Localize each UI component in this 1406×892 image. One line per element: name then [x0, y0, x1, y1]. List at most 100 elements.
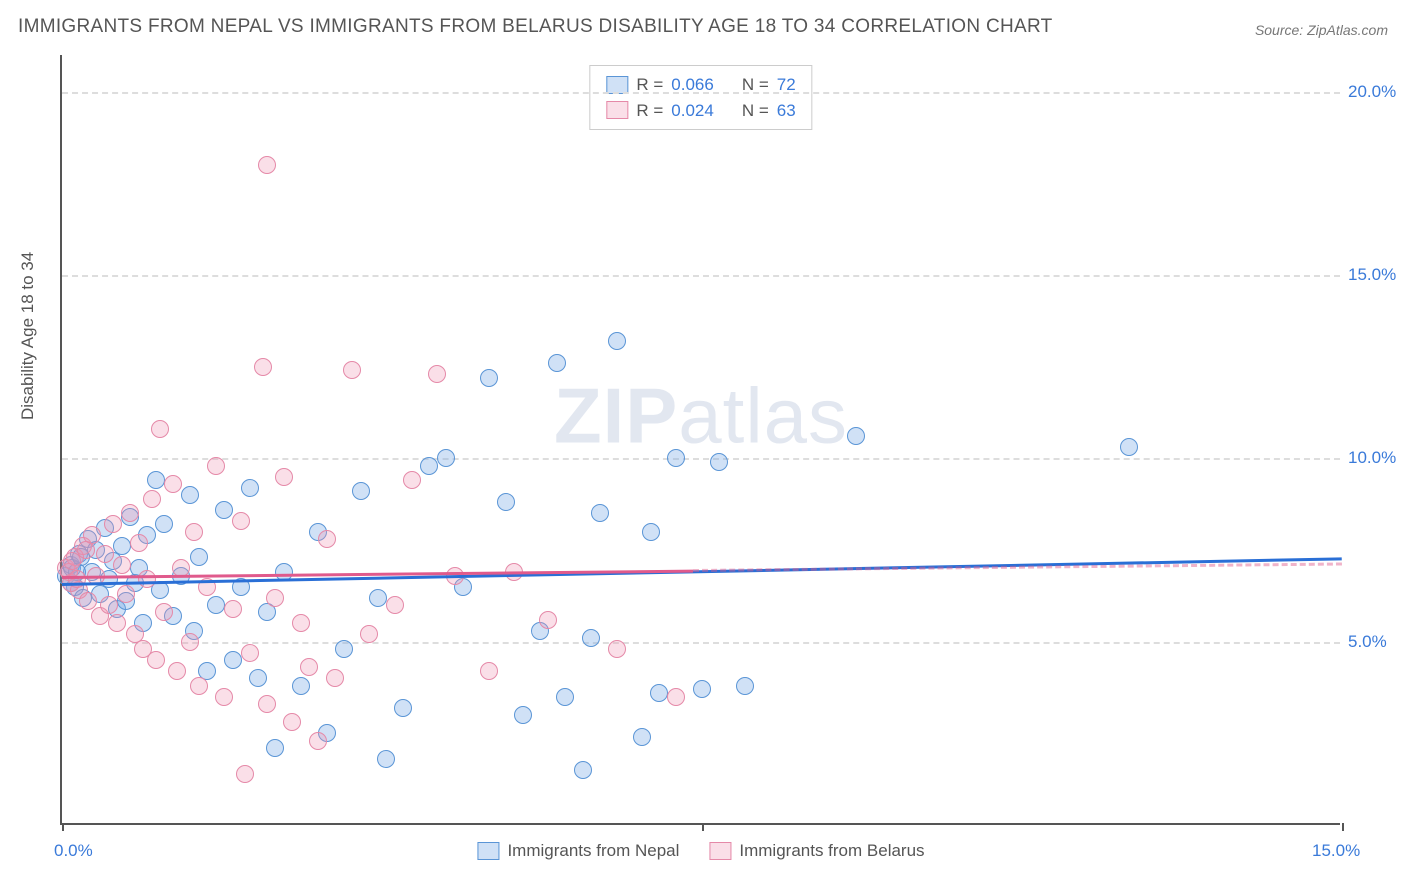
scatter-point: [633, 728, 651, 746]
scatter-point: [266, 739, 284, 757]
scatter-point: [582, 629, 600, 647]
scatter-point: [360, 625, 378, 643]
scatter-point: [224, 600, 242, 618]
scatter-point: [113, 556, 131, 574]
legend-swatch: [606, 101, 628, 119]
scatter-point: [480, 369, 498, 387]
scatter-point: [96, 545, 114, 563]
scatter-point: [254, 358, 272, 376]
gridline: [62, 458, 1340, 460]
y-tick-label: 15.0%: [1348, 265, 1406, 285]
scatter-point: [497, 493, 515, 511]
x-tick-label: 0.0%: [54, 841, 93, 861]
scatter-point: [147, 651, 165, 669]
y-tick-label: 5.0%: [1348, 632, 1406, 652]
legend-swatch: [709, 842, 731, 860]
scatter-point: [514, 706, 532, 724]
scatter-point: [309, 732, 327, 750]
scatter-point: [108, 614, 126, 632]
scatter-point: [300, 658, 318, 676]
scatter-point: [667, 688, 685, 706]
legend-swatch: [477, 842, 499, 860]
x-tick: [702, 823, 704, 831]
scatter-point: [143, 490, 161, 508]
scatter-point: [608, 640, 626, 658]
scatter-point: [394, 699, 412, 717]
scatter-point: [693, 680, 711, 698]
scatter-point: [147, 471, 165, 489]
y-axis-label: Disability Age 18 to 34: [18, 252, 38, 420]
scatter-point: [667, 449, 685, 467]
scatter-point: [318, 530, 336, 548]
scatter-point: [275, 468, 293, 486]
scatter-point: [113, 537, 131, 555]
scatter-point: [241, 479, 259, 497]
scatter-point: [574, 761, 592, 779]
scatter-point: [215, 688, 233, 706]
watermark-zip: ZIP: [554, 371, 678, 459]
scatter-point: [539, 611, 557, 629]
scatter-point: [292, 614, 310, 632]
legend-series-label: Immigrants from Nepal: [507, 841, 679, 861]
scatter-point: [121, 504, 139, 522]
scatter-point: [79, 592, 97, 610]
scatter-point: [241, 644, 259, 662]
scatter-point: [642, 523, 660, 541]
scatter-point: [236, 765, 254, 783]
scatter-point: [207, 457, 225, 475]
gridline: [62, 275, 1340, 277]
scatter-point: [428, 365, 446, 383]
scatter-point: [335, 640, 353, 658]
scatter-point: [224, 651, 242, 669]
plot-area: ZIPatlas R =0.066N =72R =0.024N =63 Immi…: [60, 55, 1340, 825]
legend-series-item: Immigrants from Nepal: [477, 841, 679, 861]
scatter-point: [215, 501, 233, 519]
gridline: [62, 642, 1340, 644]
legend-n-value: 72: [777, 72, 796, 98]
scatter-point: [181, 633, 199, 651]
legend-n-label: N =: [742, 72, 769, 98]
scatter-point: [292, 677, 310, 695]
scatter-point: [1120, 438, 1138, 456]
scatter-point: [181, 486, 199, 504]
scatter-point: [556, 688, 574, 706]
x-tick: [1342, 823, 1344, 831]
scatter-point: [168, 662, 186, 680]
scatter-point: [736, 677, 754, 695]
scatter-point: [155, 603, 173, 621]
legend-stats: R =0.066N =72R =0.024N =63: [589, 65, 812, 130]
legend-n-value: 63: [777, 98, 796, 124]
scatter-point: [77, 541, 95, 559]
chart-title: IMMIGRANTS FROM NEPAL VS IMMIGRANTS FROM…: [18, 16, 1053, 38]
legend-r-value: 0.024: [671, 98, 714, 124]
scatter-point: [258, 695, 276, 713]
scatter-point: [258, 156, 276, 174]
scatter-point: [130, 534, 148, 552]
scatter-point: [185, 523, 203, 541]
gridline: [62, 92, 1340, 94]
scatter-point: [190, 677, 208, 695]
x-tick: [62, 823, 64, 831]
scatter-point: [369, 589, 387, 607]
scatter-point: [343, 361, 361, 379]
scatter-point: [420, 457, 438, 475]
scatter-point: [480, 662, 498, 680]
legend-series-label: Immigrants from Belarus: [739, 841, 924, 861]
scatter-point: [650, 684, 668, 702]
scatter-point: [591, 504, 609, 522]
scatter-point: [207, 596, 225, 614]
scatter-point: [608, 332, 626, 350]
scatter-point: [548, 354, 566, 372]
scatter-point: [249, 669, 267, 687]
scatter-point: [710, 453, 728, 471]
scatter-point: [100, 596, 118, 614]
scatter-point: [403, 471, 421, 489]
scatter-point: [104, 515, 122, 533]
scatter-point: [283, 713, 301, 731]
y-tick-label: 20.0%: [1348, 82, 1406, 102]
scatter-point: [437, 449, 455, 467]
legend-stat-row: R =0.024N =63: [606, 98, 795, 124]
scatter-point: [377, 750, 395, 768]
scatter-point: [190, 548, 208, 566]
scatter-point: [232, 512, 250, 530]
